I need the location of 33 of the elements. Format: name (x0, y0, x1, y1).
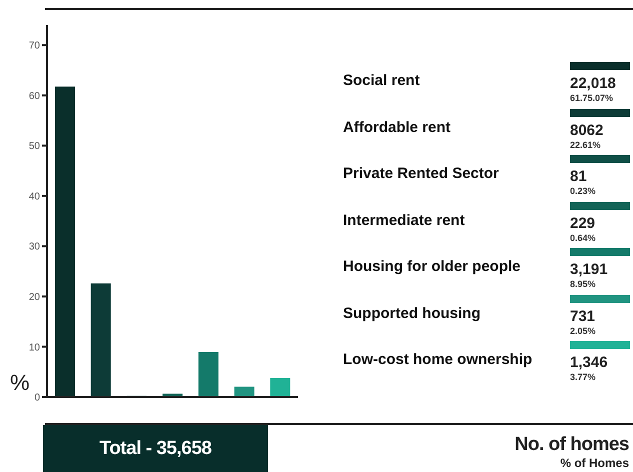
text: 8.95% (570, 279, 596, 289)
y-tick-label: 20 (28, 292, 40, 304)
y-tick-label: 60 (28, 90, 40, 102)
category-label: Low-cost home ownership (343, 351, 532, 368)
text: % of Homes (560, 456, 629, 470)
category-label: Supported housing (343, 304, 480, 322)
category-label: Affordable rent (343, 118, 451, 136)
y-tick-label: 10 (28, 342, 40, 354)
data-label: 3,191 (570, 261, 608, 278)
text: 2.05% (570, 326, 596, 336)
y-tick-label: 40 (28, 191, 40, 202)
category-label: Intermediate rent (343, 212, 465, 228)
text: 22.61% (570, 140, 601, 150)
data-label: 81 (570, 168, 587, 185)
data-label: 229 (570, 214, 596, 232)
text: Total - 35,658 (43, 425, 268, 472)
category-label: Private Rented Sector (343, 165, 499, 182)
y-tick-label: 0 (34, 392, 40, 404)
y-tick-label: 30 (28, 242, 40, 253)
data-label: 22,018 (570, 75, 616, 92)
text: 61.75.07% (570, 93, 614, 103)
category-label: Social rent (343, 72, 420, 89)
y-tick-label: 50 (28, 141, 40, 152)
text: 0.64% (570, 232, 596, 242)
data-label: 1,346 (570, 354, 608, 371)
text: 0.23% (570, 186, 596, 196)
data-label: 731 (570, 308, 596, 324)
text: No. of homes (514, 434, 629, 456)
category-label: Housing for older people (343, 258, 521, 275)
text: 3.77% (570, 372, 596, 382)
y-tick-label: 70 (28, 40, 40, 52)
data-label: 8062 (570, 122, 604, 138)
y-axis-title: % (10, 370, 30, 396)
